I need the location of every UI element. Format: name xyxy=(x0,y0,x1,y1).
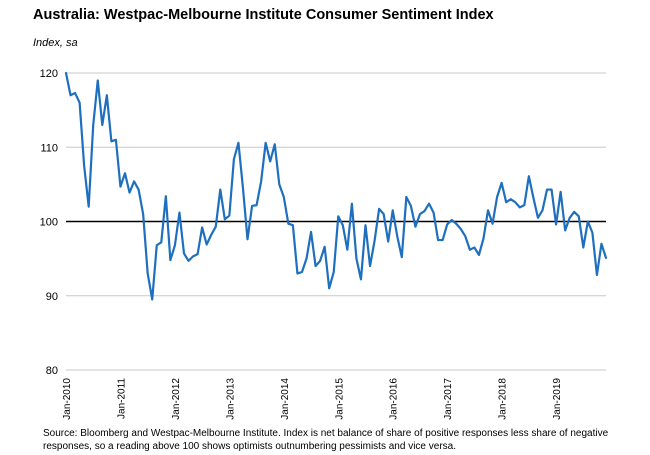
x-axis-ticks: Jan-2010 Jan-2011 Jan-2012 Jan-2013 Jan-2014… xyxy=(62,378,563,420)
series-group xyxy=(64,71,608,301)
source-note: Source: Bloomberg and Westpac-Melbourne … xyxy=(43,428,609,452)
x-tick-label: Jan-2011 xyxy=(116,378,127,419)
x-tick-label: Jan-2012 xyxy=(171,378,182,420)
y-tick-label: 120 xyxy=(40,68,58,80)
y-tick-label: 80 xyxy=(46,365,58,377)
x-tick-label: Jan-2017 xyxy=(443,378,454,420)
x-tick-label: Jan-2013 xyxy=(225,378,236,420)
x-tick-label: Jan-2019 xyxy=(552,378,563,420)
x-tick-label: Jan-2016 xyxy=(389,378,400,420)
y-tick-label: 90 xyxy=(46,291,58,303)
series-line-consumer-sentiment xyxy=(64,71,608,301)
y-tick-label: 100 xyxy=(40,217,58,229)
x-tick-label: Jan-2018 xyxy=(498,378,509,420)
chart-title: Australia: Westpac-Melbourne Institute C… xyxy=(33,7,494,23)
x-tick-label: Jan-2014 xyxy=(280,378,291,420)
y-axis-ticks: 80 90 100 110 120 xyxy=(40,68,58,377)
y-tick-label: 110 xyxy=(40,142,58,154)
x-tick-label: Jan-2010 xyxy=(62,378,73,420)
x-tick-label: Jan-2015 xyxy=(334,378,345,420)
y-axis-unit-label: Index, sa xyxy=(33,37,78,49)
gridlines xyxy=(66,72,606,371)
